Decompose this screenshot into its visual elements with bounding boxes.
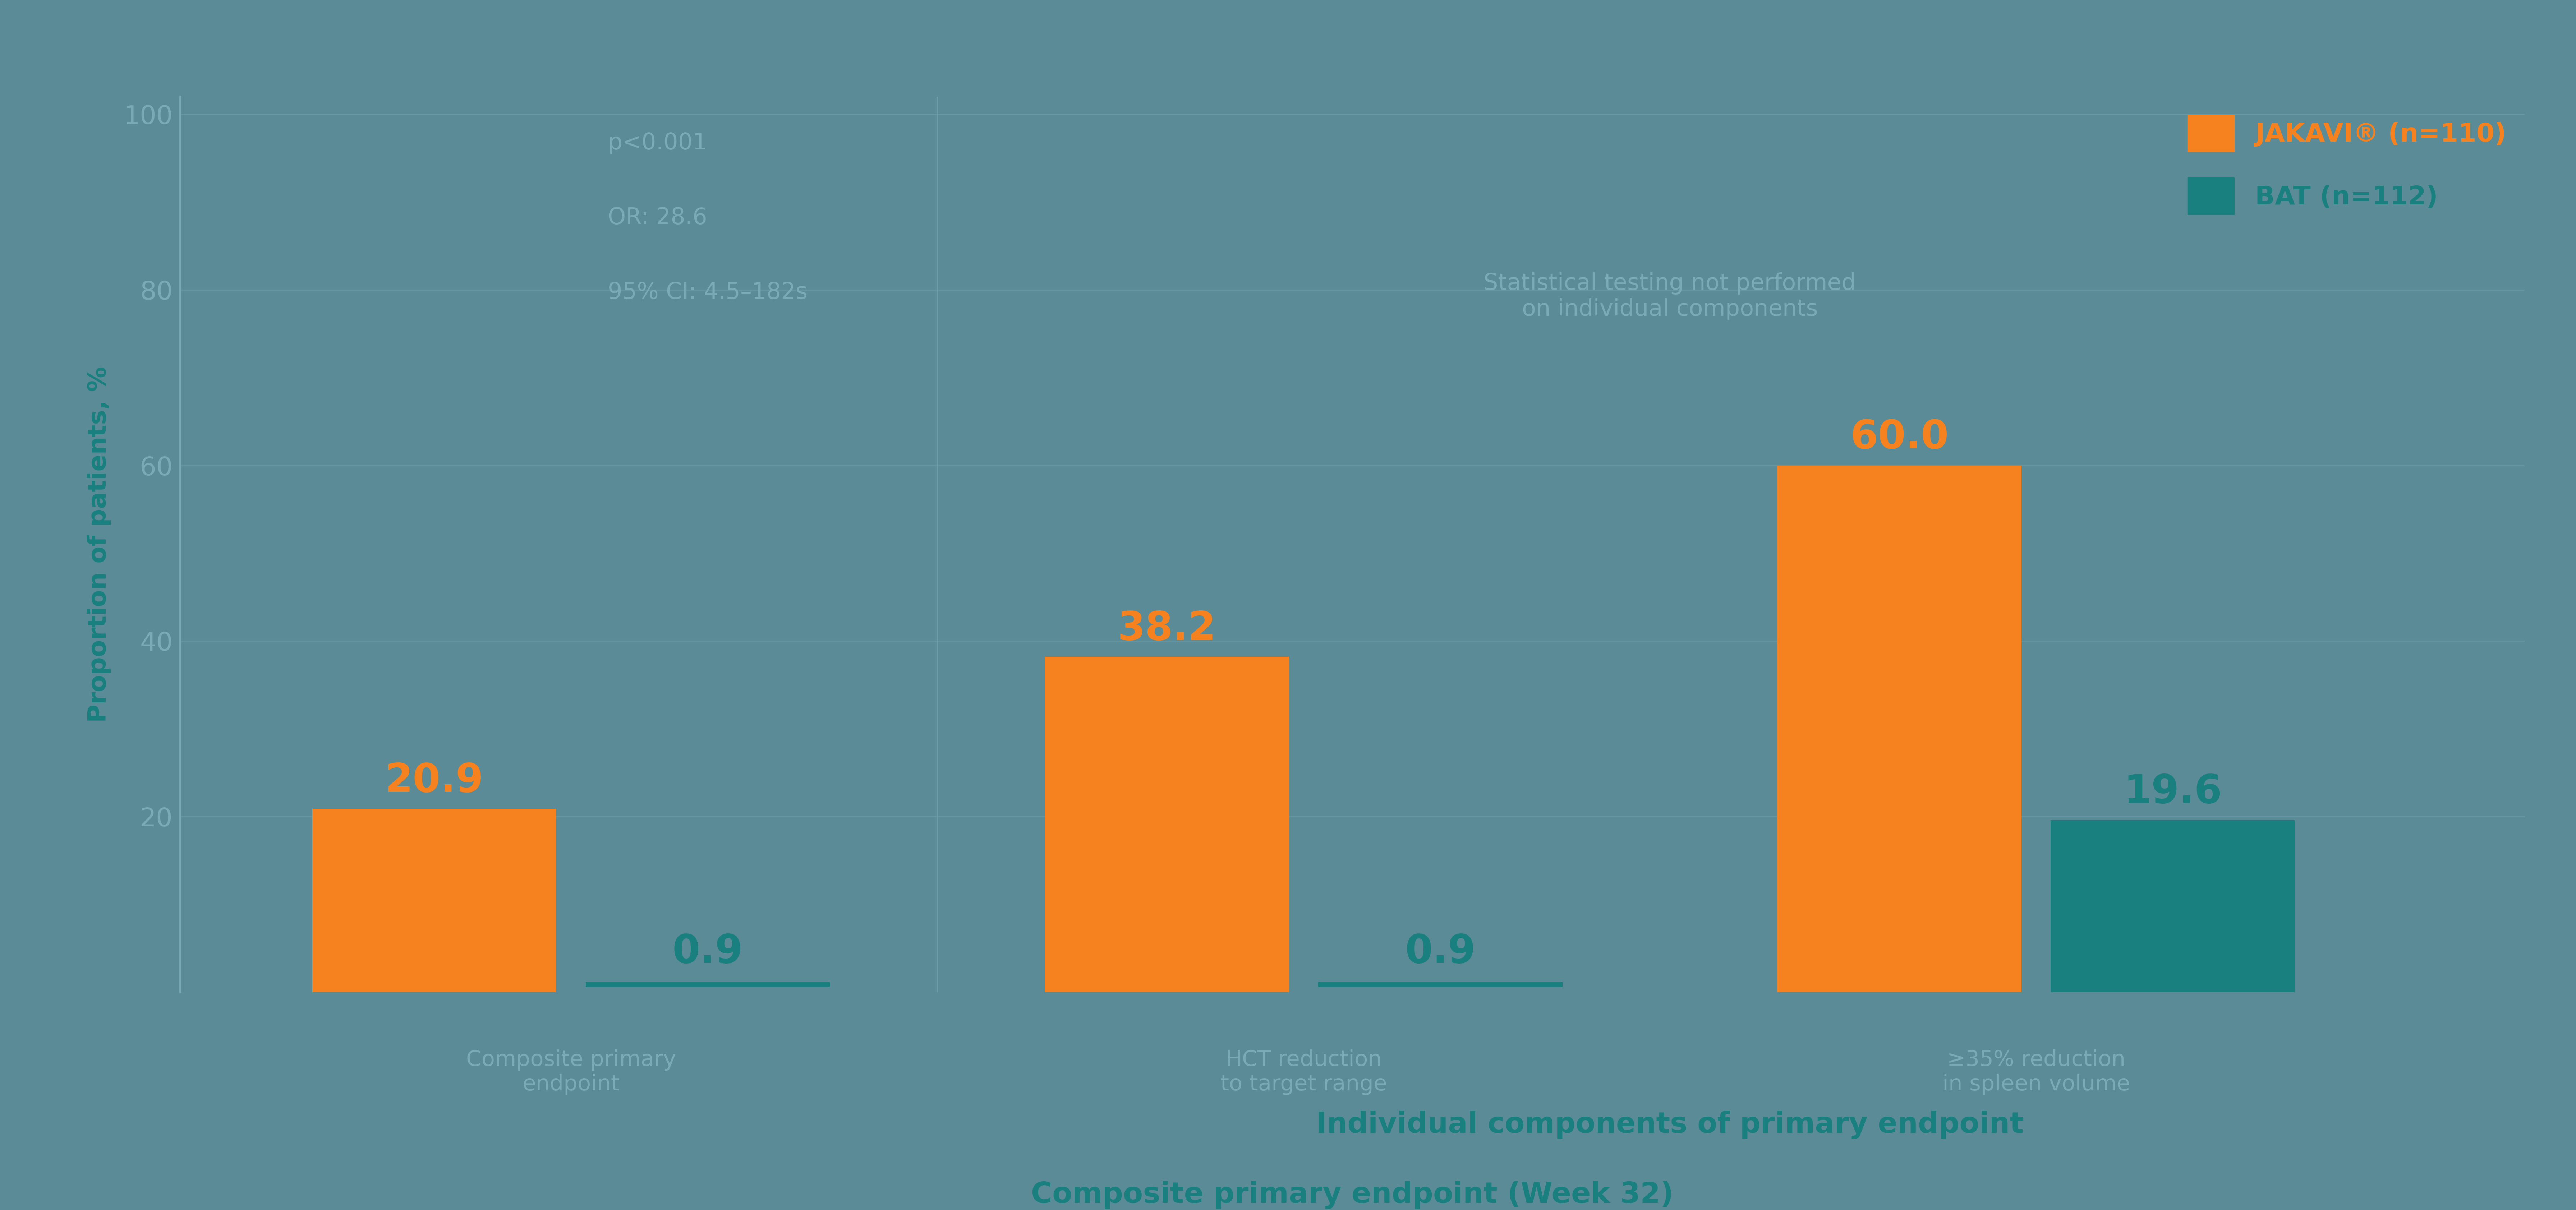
Bar xyxy=(312,808,556,992)
Text: 0.9: 0.9 xyxy=(1404,933,1476,972)
Text: OR: 28.6: OR: 28.6 xyxy=(608,207,706,229)
Bar xyxy=(1046,657,1288,992)
Bar xyxy=(2050,820,2295,992)
Text: 20.9: 20.9 xyxy=(384,761,484,800)
Y-axis label: Proportion of patients, %: Proportion of patients, % xyxy=(88,367,111,722)
Text: p<0.001: p<0.001 xyxy=(608,132,708,154)
Text: HCT reduction
to target range: HCT reduction to target range xyxy=(1221,1049,1386,1095)
Text: Composite primary endpoint (Week 32): Composite primary endpoint (Week 32) xyxy=(1030,1181,1674,1209)
Text: 95% CI: 4.5–182s: 95% CI: 4.5–182s xyxy=(608,281,806,304)
Text: 0.9: 0.9 xyxy=(672,933,742,972)
Text: Composite primary
endpoint: Composite primary endpoint xyxy=(466,1049,675,1095)
Text: Individual components of primary endpoint: Individual components of primary endpoin… xyxy=(1316,1111,2025,1139)
Text: Statistical testing not performed
on individual components: Statistical testing not performed on ind… xyxy=(1484,272,1857,321)
Bar xyxy=(1777,466,2022,992)
Text: 19.6: 19.6 xyxy=(2123,773,2223,812)
Text: 38.2: 38.2 xyxy=(1118,610,1216,649)
Text: ≥35% reduction
in spleen volume: ≥35% reduction in spleen volume xyxy=(1942,1049,2130,1095)
Text: 60.0: 60.0 xyxy=(1850,419,1947,456)
Legend: JAKAVI® (n=110), BAT (n=112): JAKAVI® (n=110), BAT (n=112) xyxy=(2177,104,2517,225)
